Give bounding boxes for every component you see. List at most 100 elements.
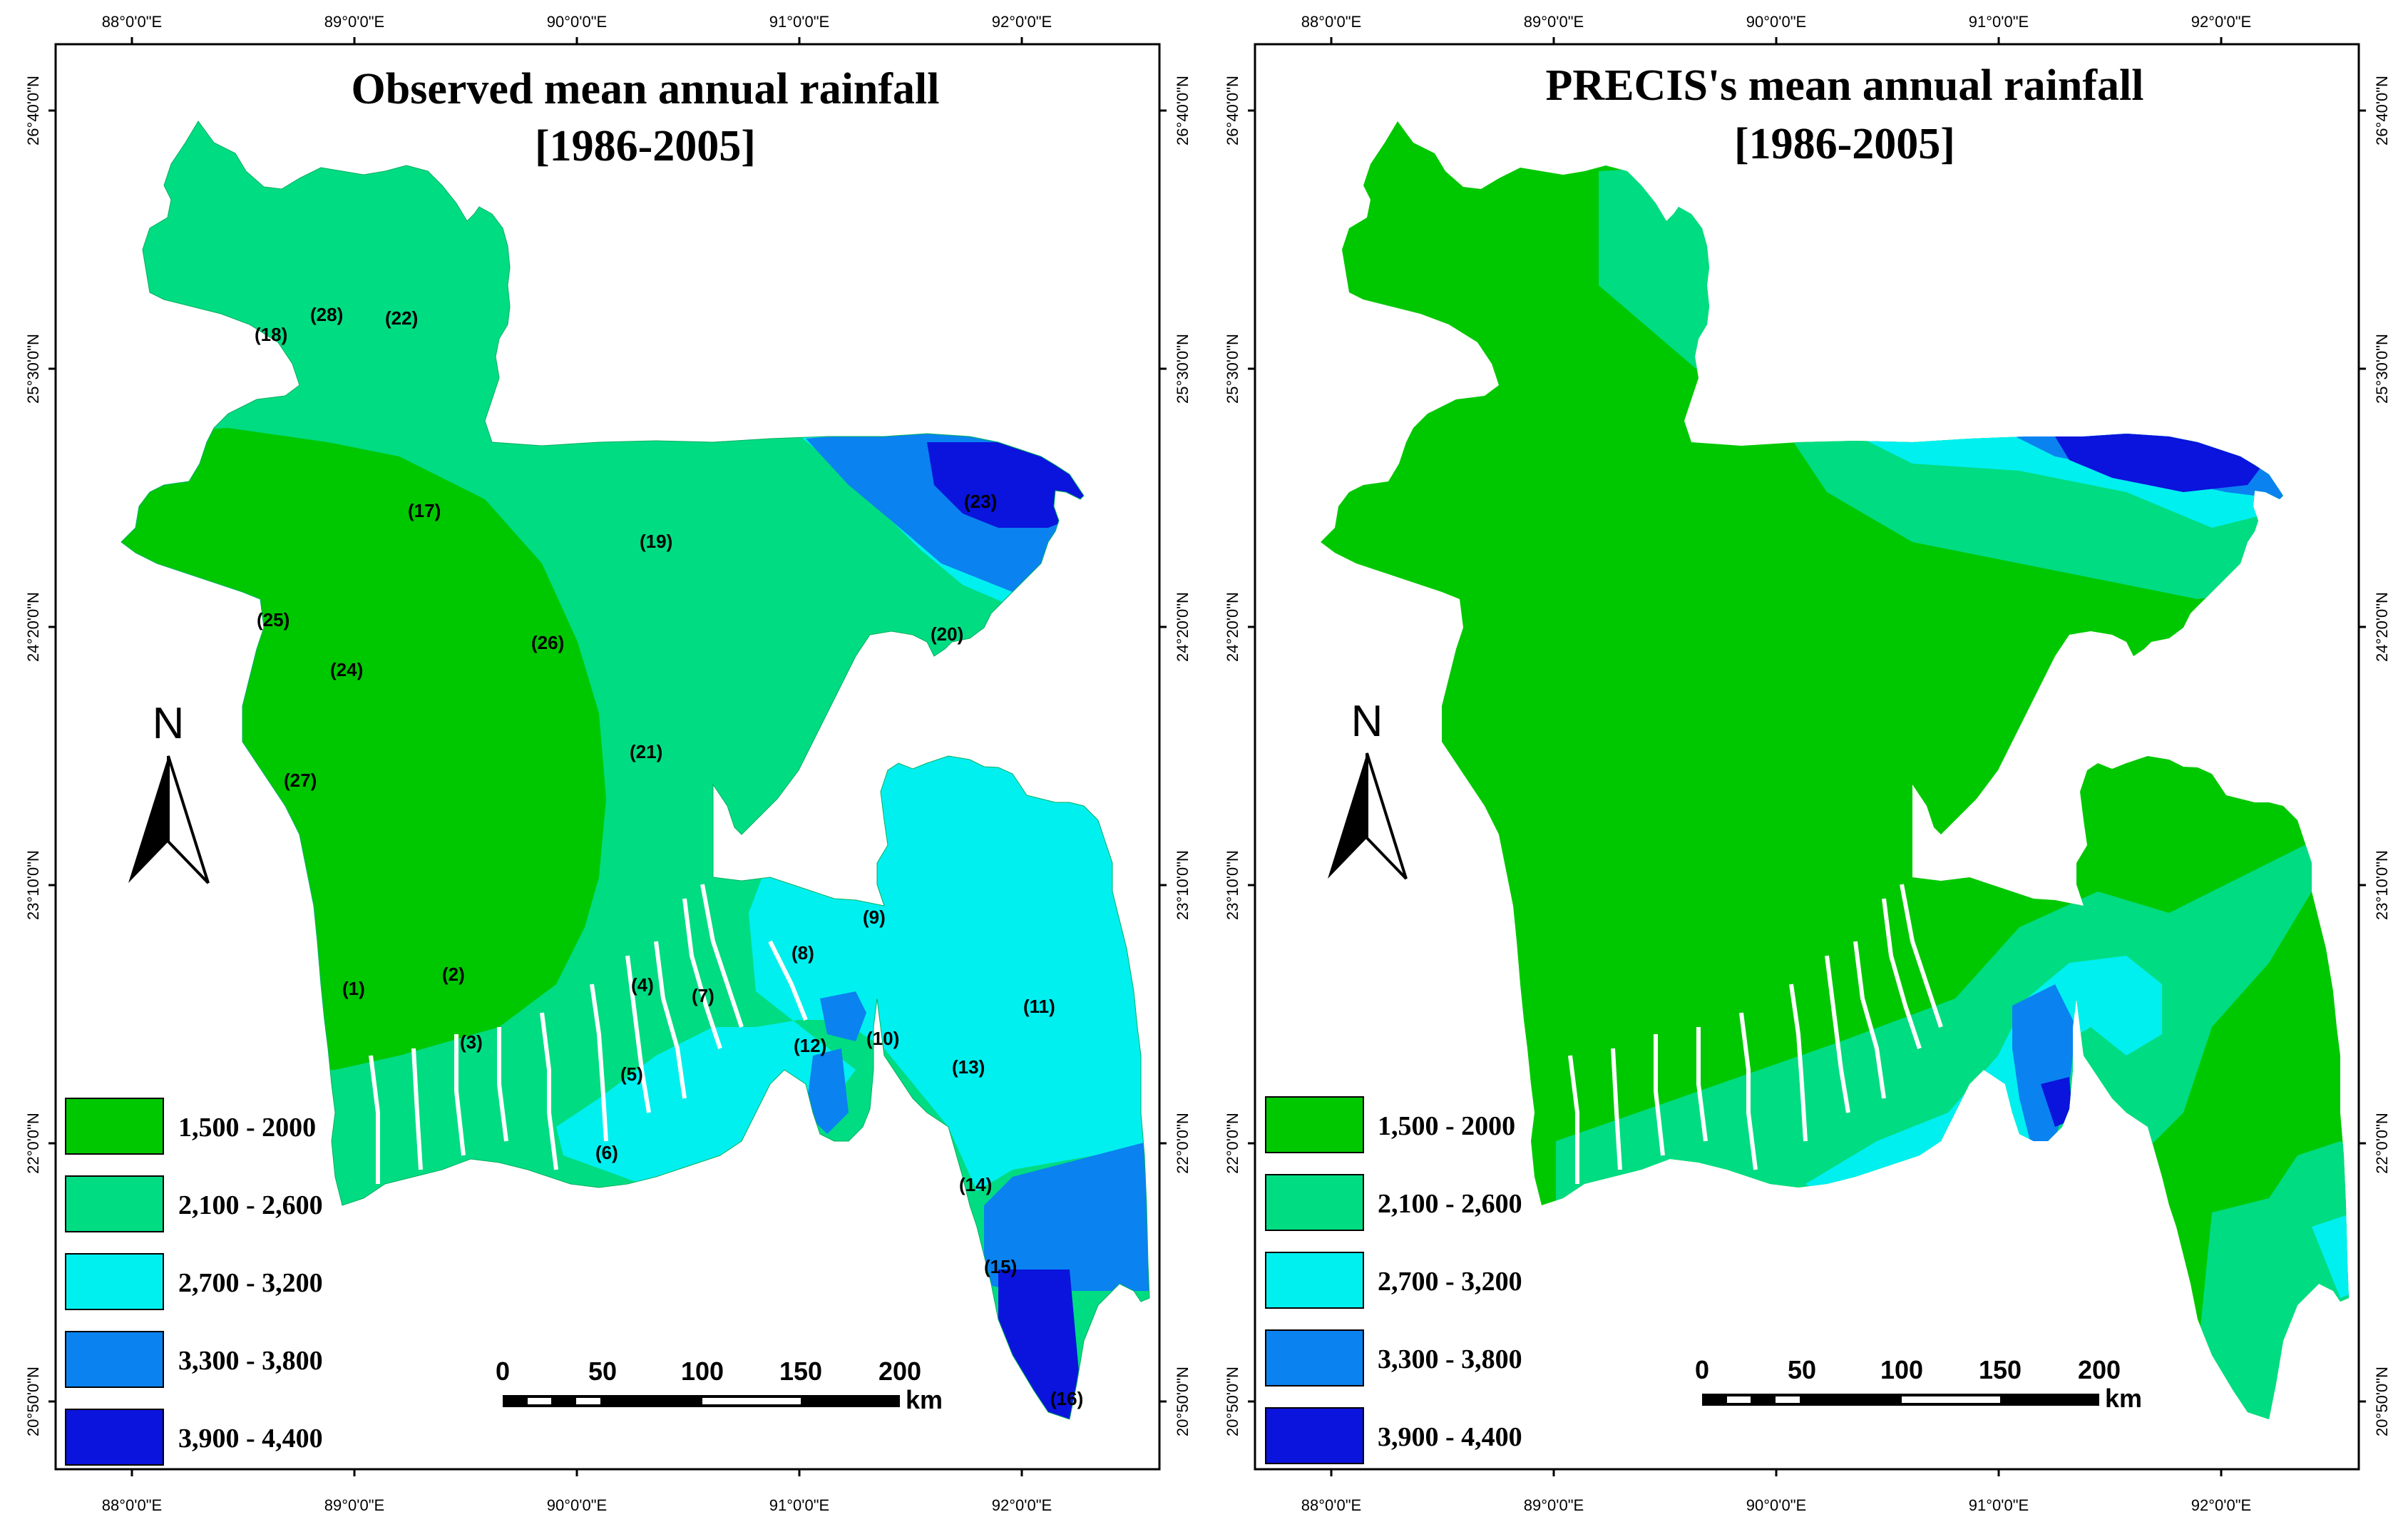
legend-label: 1,500 - 2000 <box>178 1113 316 1143</box>
latitude-tick-label: 25°30'0"N <box>1224 334 1241 404</box>
north-label: N <box>153 699 185 748</box>
north-label: N <box>1351 697 1383 746</box>
station-label: (20) <box>931 623 963 645</box>
latitude-tick-label: 26°40'0"N <box>1224 76 1241 145</box>
north-arrow: N <box>1328 697 1408 880</box>
legend-label: 2,100 - 2,600 <box>178 1190 323 1220</box>
scale-tick-label: 100 <box>681 1357 724 1386</box>
legend-swatch <box>1265 1252 1364 1309</box>
latitude-tick-label: 22°0'0"N <box>24 1113 42 1174</box>
station-label: (6) <box>595 1142 618 1163</box>
station-label: (13) <box>952 1056 985 1078</box>
legend-label: 2,100 - 2,600 <box>1378 1189 1522 1219</box>
observed-map-panel: (1) (2) (3) (4) (5) (6) (7) (8) (9) (10)… <box>54 43 1161 1471</box>
longitude-tick-label: 88°0'0"E <box>102 1496 162 1514</box>
station-label: (28) <box>310 304 343 325</box>
station-labels: (1) (2) (3) (4) (5) (6) (7) (8) (9) (10)… <box>255 304 1083 1409</box>
precis-map-panel: PRECIS's mean annual rainfall [1986-2005… <box>1254 43 2360 1471</box>
station-label: (3) <box>460 1031 483 1053</box>
latitude-tick-label: 26°40'0"N <box>24 76 42 145</box>
legend-label: 3,900 - 4,400 <box>1378 1422 1522 1452</box>
latitude-tick-label: 23°10'0"N <box>2373 850 2391 920</box>
latitude-tick-label: 23°10'0"N <box>1174 850 1192 920</box>
legend-label: 3,300 - 3,800 <box>178 1346 323 1376</box>
longitude-tick-label: 91°0'0"E <box>769 1496 829 1514</box>
station-label: (12) <box>794 1035 826 1056</box>
latitude-tick-label: 24°20'0"N <box>1224 592 1241 662</box>
legend-swatch <box>1265 1096 1364 1153</box>
legend-swatch <box>65 1175 164 1232</box>
legend-swatch <box>1265 1407 1364 1464</box>
station-label: (26) <box>531 632 564 653</box>
longitude-tick-label: 91°0'0"E <box>1969 1496 2029 1514</box>
map-subtitle: [1986-2005] <box>535 122 756 170</box>
longitude-tick-label: 91°0'0"E <box>1969 13 2029 31</box>
river-channels <box>369 884 808 1184</box>
station-label: (11) <box>1023 996 1055 1017</box>
station-label: (21) <box>630 741 662 762</box>
scale-bar: 0 50 100 150 200 km <box>1695 1355 2142 1413</box>
station-label: (7) <box>692 985 714 1006</box>
latitude-tick-label: 25°30'0"N <box>2373 334 2391 404</box>
map-subtitle: [1986-2005] <box>1734 120 1955 168</box>
scale-tick-label: 100 <box>1880 1355 1923 1384</box>
longitude-tick-label: 92°0'0"E <box>2191 13 2251 31</box>
scale-tick-label: 150 <box>1979 1355 2022 1384</box>
legend-swatch <box>65 1409 164 1466</box>
latitude-tick-label: 22°0'0"N <box>1224 1113 1241 1174</box>
latitude-tick-label: 25°30'0"N <box>1174 334 1192 404</box>
latitude-tick-label: 20°50'0"N <box>1224 1367 1241 1436</box>
longitude-tick-label: 92°0'0"E <box>992 13 1052 31</box>
latitude-tick-label: 22°0'0"N <box>1174 1113 1192 1174</box>
station-label: (24) <box>330 659 363 680</box>
station-label: (17) <box>408 500 441 521</box>
zone-3300-3800 <box>806 428 1149 1291</box>
latitude-tick-label: 26°40'0"N <box>2373 76 2391 145</box>
longitude-tick-label: 88°0'0"E <box>102 13 162 31</box>
longitude-tick-label: 89°0'0"E <box>1524 1496 1584 1514</box>
legend-label: 2,700 - 3,200 <box>178 1268 323 1298</box>
legend-swatch <box>65 1098 164 1155</box>
north-arrow-icon <box>128 756 168 883</box>
map-title: PRECIS's mean annual rainfall <box>1546 61 2144 110</box>
longitude-tick-label: 91°0'0"E <box>769 13 829 31</box>
scale-tick-label: 50 <box>1788 1355 1816 1384</box>
legend: 1,500 - 2000 2,100 - 2,600 2,700 - 3,200… <box>65 1098 323 1466</box>
longitude-tick-label: 89°0'0"E <box>324 13 384 31</box>
legend: 1,500 - 2000 2,100 - 2,600 2,700 - 3,200… <box>1265 1096 1522 1464</box>
scale-tick-label: 0 <box>1695 1355 1709 1384</box>
station-label: (23) <box>964 491 997 512</box>
station-label: (15) <box>984 1256 1017 1277</box>
station-label: (25) <box>257 609 290 630</box>
latitude-tick-label: 20°50'0"N <box>1174 1367 1192 1436</box>
latitude-tick-label: 25°30'0"N <box>24 334 42 404</box>
station-label: (22) <box>385 307 418 329</box>
station-label: (19) <box>640 531 672 552</box>
scale-tick-label: 0 <box>496 1357 510 1386</box>
station-label: (8) <box>791 942 814 964</box>
station-label: (1) <box>342 978 365 999</box>
longitude-tick-label: 89°0'0"E <box>324 1496 384 1514</box>
legend-swatch <box>1265 1329 1364 1386</box>
rainfall-zones <box>1321 121 2349 1419</box>
legend-label: 1,500 - 2000 <box>1378 1111 1515 1141</box>
north-arrow-icon <box>1328 753 1367 879</box>
latitude-tick-label: 22°0'0"N <box>2373 1113 2391 1174</box>
latitude-tick-label: 26°40'0"N <box>1174 76 1192 145</box>
scale-tick-label: 50 <box>588 1357 617 1386</box>
station-label: (5) <box>620 1063 643 1085</box>
map-title: Observed mean annual rainfall <box>351 65 939 113</box>
axis-labels: 88°0'0"E 88°0'0"E 89°0'0"E 89°0'0"E 90°0'0"E… <box>24 13 2391 1514</box>
station-label: (2) <box>442 964 465 985</box>
legend-label: 2,700 - 3,200 <box>1378 1267 1522 1297</box>
latitude-tick-label: 24°20'0"N <box>2373 592 2391 662</box>
latitude-tick-label: 20°50'0"N <box>2373 1367 2391 1436</box>
zone-3300-3800 <box>2012 428 2283 1155</box>
station-label: (14) <box>959 1174 992 1195</box>
longitude-tick-label: 90°0'0"E <box>1746 1496 1806 1514</box>
longitude-tick-label: 89°0'0"E <box>1524 13 1584 31</box>
scale-bar: 0 50 100 150 200 km <box>496 1357 943 1414</box>
longitude-tick-label: 88°0'0"E <box>1301 1496 1361 1514</box>
latitude-tick-label: 20°50'0"N <box>24 1367 42 1436</box>
